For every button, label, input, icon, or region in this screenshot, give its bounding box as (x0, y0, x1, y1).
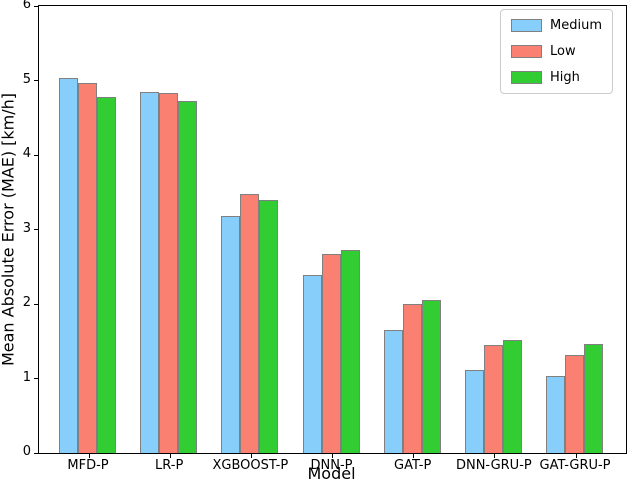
y-tick-mark (34, 80, 38, 81)
legend-item-low: Low (511, 44, 602, 59)
x-tick-mark (494, 454, 496, 458)
x-tick-label: MFD-P (67, 458, 109, 473)
bar-medium-gat-gru-p (546, 376, 566, 453)
bar-low-gat-p (402, 304, 422, 453)
bar-low-dnn-p (321, 254, 341, 453)
x-tick-mark (413, 454, 415, 458)
legend-swatch-high (511, 71, 543, 84)
bar-high-dnn-gru-p (502, 340, 522, 453)
x-tick-label: DNN-GRU-P (455, 458, 532, 473)
bar-medium-lr-p (140, 92, 160, 453)
bar-high-xgboost-p (259, 200, 279, 453)
bar-medium-dnn-p (302, 275, 322, 453)
bar-medium-dnn-gru-p (464, 370, 484, 453)
y-tick-label: 1 (22, 369, 31, 385)
plot-area: Medium Low High (34, 5, 627, 458)
bar-group (383, 300, 444, 453)
bar-low-xgboost-p (240, 194, 260, 453)
x-axis-label: Model (307, 464, 356, 483)
bar-high-gat-p (421, 300, 441, 453)
legend-item-medium: Medium (511, 18, 602, 33)
x-tick-mark (575, 454, 577, 458)
y-tick-label: 2 (22, 295, 31, 310)
legend: Medium Low High (500, 9, 613, 94)
bar-low-lr-p (159, 93, 179, 453)
bar-low-dnn-gru-p (483, 345, 503, 453)
x-tick-mark (169, 454, 171, 458)
bar-medium-gat-p (383, 330, 403, 453)
y-tick-mark (34, 154, 38, 156)
bar-medium-xgboost-p (221, 216, 241, 453)
legend-label: Low (550, 44, 576, 59)
bar-group (221, 194, 281, 453)
y-tick-label: 4 (22, 146, 31, 161)
y-tick-label: 3 (22, 220, 31, 236)
bar-group (140, 92, 200, 453)
y-tick-mark (34, 378, 38, 379)
x-tick-label: DNN-P (310, 458, 353, 473)
x-tick-mark (332, 454, 333, 458)
bar-high-mfd-p (97, 97, 116, 453)
x-tick-label: GAT-P (394, 458, 432, 473)
legend-item-high: High (511, 70, 602, 85)
legend-label: High (550, 70, 580, 85)
x-tick-label: LR-P (155, 458, 184, 473)
y-tick-mark (34, 452, 38, 454)
bar-low-gat-gru-p (565, 355, 585, 453)
y-tick-label: 6 (22, 0, 31, 12)
bar-group (59, 78, 119, 453)
bar-low-mfd-p (78, 83, 97, 453)
bar-high-gat-gru-p (584, 344, 604, 453)
legend-swatch-low (511, 45, 543, 58)
x-tick-label: GAT-GRU-P (539, 458, 611, 473)
bar-high-lr-p (178, 101, 198, 453)
bar-medium-mfd-p (59, 78, 78, 453)
x-tick-label: XGBOOST-P (212, 458, 289, 473)
x-tick-mark (88, 454, 90, 458)
y-tick-mark (34, 5, 38, 7)
bar-high-dnn-p (340, 250, 360, 453)
y-tick-mark (34, 229, 38, 230)
bar-group (546, 344, 606, 453)
y-tick-label: 0 (22, 444, 31, 459)
y-tick-mark (34, 303, 38, 305)
bar-group (464, 340, 525, 453)
y-tick-label: 5 (22, 71, 31, 87)
bar-group (302, 250, 363, 453)
legend-label: Medium (550, 18, 602, 33)
legend-swatch-medium (511, 19, 543, 32)
x-tick-mark (250, 454, 252, 458)
